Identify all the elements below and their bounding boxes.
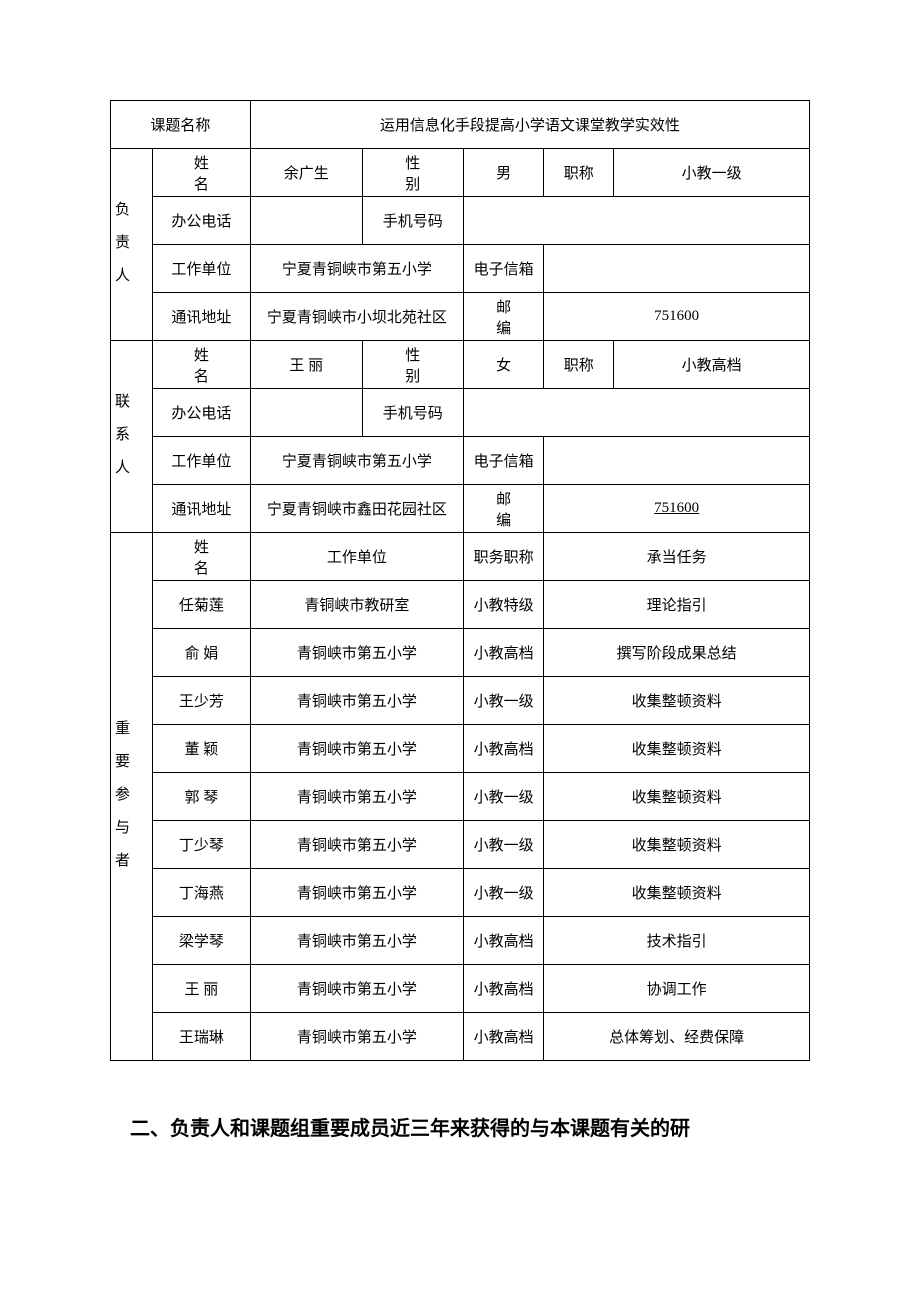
contact-gender: 女: [463, 341, 543, 389]
contact-office-phone: [250, 389, 362, 437]
member-unit: 青铜峡市第五小学: [250, 725, 463, 773]
member-title: 小教一级: [463, 677, 543, 725]
member-unit: 青铜峡市第五小学: [250, 1013, 463, 1061]
contact-zip: 751600: [544, 485, 810, 533]
contact-gender-label: 性别: [362, 341, 463, 389]
member-row: 郭 琴 青铜峡市第五小学 小教一级 收集整顿资料: [111, 773, 810, 821]
application-table: 课题名称 运用信息化手段提高小学语文课堂教学实效性 负责人 姓名 余广生 性别 …: [110, 100, 810, 1061]
leader-gender-label: 性别: [362, 149, 463, 197]
member-name: 王 丽: [152, 965, 250, 1013]
leader-office-phone: [250, 197, 362, 245]
contact-section: 联系人: [111, 341, 153, 533]
leader-addr: 宁夏青铜峡市小坝北苑社区: [250, 293, 463, 341]
members-section: 重要参与者: [111, 533, 153, 1061]
topic-label: 课题名称: [111, 101, 251, 149]
member-name: 梁学琴: [152, 917, 250, 965]
member-row: 俞 娟 青铜峡市第五小学 小教高档 撰写阶段成果总结: [111, 629, 810, 677]
leader-section: 负责人: [111, 149, 153, 341]
member-unit: 青铜峡市第五小学: [250, 917, 463, 965]
topic-value: 运用信息化手段提高小学语文课堂教学实效性: [250, 101, 809, 149]
member-unit: 青铜峡市第五小学: [250, 773, 463, 821]
document-page: 课题名称 运用信息化手段提高小学语文课堂教学实效性 负责人 姓名 余广生 性别 …: [0, 0, 920, 1207]
member-task: 收集整顿资料: [544, 677, 810, 725]
member-unit: 青铜峡市教研室: [250, 581, 463, 629]
member-row: 王瑞琳 青铜峡市第五小学 小教高档 总体筹划、经费保障: [111, 1013, 810, 1061]
contact-email: [544, 437, 810, 485]
leader-unit-label: 工作单位: [152, 245, 250, 293]
member-row: 王少芳 青铜峡市第五小学 小教一级 收集整顿资料: [111, 677, 810, 725]
member-task: 收集整顿资料: [544, 821, 810, 869]
contact-unit-label: 工作单位: [152, 437, 250, 485]
member-unit: 青铜峡市第五小学: [250, 821, 463, 869]
members-header-unit: 工作单位: [250, 533, 463, 581]
leader-zip: 751600: [544, 293, 810, 341]
member-name: 郭 琴: [152, 773, 250, 821]
member-task: 技术指引: [544, 917, 810, 965]
member-title: 小教高档: [463, 629, 543, 677]
member-name: 王瑞琳: [152, 1013, 250, 1061]
leader-mobile: [463, 197, 809, 245]
member-title: 小教一级: [463, 821, 543, 869]
member-task: 收集整顿资料: [544, 725, 810, 773]
member-name: 王少芳: [152, 677, 250, 725]
member-name: 任菊莲: [152, 581, 250, 629]
leader-mobile-label: 手机号码: [362, 197, 463, 245]
member-name: 俞 娟: [152, 629, 250, 677]
contact-title-label: 职称: [544, 341, 614, 389]
leader-email: [544, 245, 810, 293]
contact-addr: 宁夏青铜峡市鑫田花园社区: [250, 485, 463, 533]
contact-mobile: [463, 389, 809, 437]
member-title: 小教特级: [463, 581, 543, 629]
member-title: 小教一级: [463, 869, 543, 917]
contact-name-label: 姓名: [152, 341, 250, 389]
contact-unit: 宁夏青铜峡市第五小学: [250, 437, 463, 485]
members-header-task: 承当任务: [544, 533, 810, 581]
member-title: 小教一级: [463, 773, 543, 821]
member-task: 总体筹划、经费保障: [544, 1013, 810, 1061]
contact-title: 小教高档: [614, 341, 810, 389]
member-row: 王 丽 青铜峡市第五小学 小教高档 协调工作: [111, 965, 810, 1013]
member-unit: 青铜峡市第五小学: [250, 677, 463, 725]
leader-gender: 男: [463, 149, 543, 197]
member-unit: 青铜峡市第五小学: [250, 965, 463, 1013]
member-task: 收集整顿资料: [544, 869, 810, 917]
leader-title-label: 职称: [544, 149, 614, 197]
leader-email-label: 电子信箱: [463, 245, 543, 293]
members-header-title: 职务职称: [463, 533, 543, 581]
member-row: 梁学琴 青铜峡市第五小学 小教高档 技术指引: [111, 917, 810, 965]
leader-office-phone-label: 办公电话: [152, 197, 250, 245]
leader-title: 小教一级: [614, 149, 810, 197]
member-title: 小教高档: [463, 917, 543, 965]
member-name: 董 颖: [152, 725, 250, 773]
leader-name-label: 姓名: [152, 149, 250, 197]
leader-zip-label: 邮编: [463, 293, 543, 341]
section-2-title: 二、负责人和课题组重要成员近三年来获得的与本课题有关的研: [110, 1111, 810, 1147]
contact-office-phone-label: 办公电话: [152, 389, 250, 437]
member-task: 理论指引: [544, 581, 810, 629]
member-unit: 青铜峡市第五小学: [250, 869, 463, 917]
member-title: 小教高档: [463, 1013, 543, 1061]
member-row: 丁海燕 青铜峡市第五小学 小教一级 收集整顿资料: [111, 869, 810, 917]
contact-zip-label: 邮编: [463, 485, 543, 533]
member-row: 丁少琴 青铜峡市第五小学 小教一级 收集整顿资料: [111, 821, 810, 869]
contact-name: 王 丽: [250, 341, 362, 389]
member-unit: 青铜峡市第五小学: [250, 629, 463, 677]
contact-addr-label: 通讯地址: [152, 485, 250, 533]
member-name: 丁少琴: [152, 821, 250, 869]
leader-name: 余广生: [250, 149, 362, 197]
member-task: 收集整顿资料: [544, 773, 810, 821]
member-title: 小教高档: [463, 965, 543, 1013]
member-name: 丁海燕: [152, 869, 250, 917]
member-task: 撰写阶段成果总结: [544, 629, 810, 677]
leader-unit: 宁夏青铜峡市第五小学: [250, 245, 463, 293]
member-row: 任菊莲 青铜峡市教研室 小教特级 理论指引: [111, 581, 810, 629]
leader-addr-label: 通讯地址: [152, 293, 250, 341]
contact-email-label: 电子信箱: [463, 437, 543, 485]
contact-mobile-label: 手机号码: [362, 389, 463, 437]
member-task: 协调工作: [544, 965, 810, 1013]
member-title: 小教高档: [463, 725, 543, 773]
member-row: 董 颖 青铜峡市第五小学 小教高档 收集整顿资料: [111, 725, 810, 773]
members-header-name: 姓 名: [152, 533, 250, 581]
